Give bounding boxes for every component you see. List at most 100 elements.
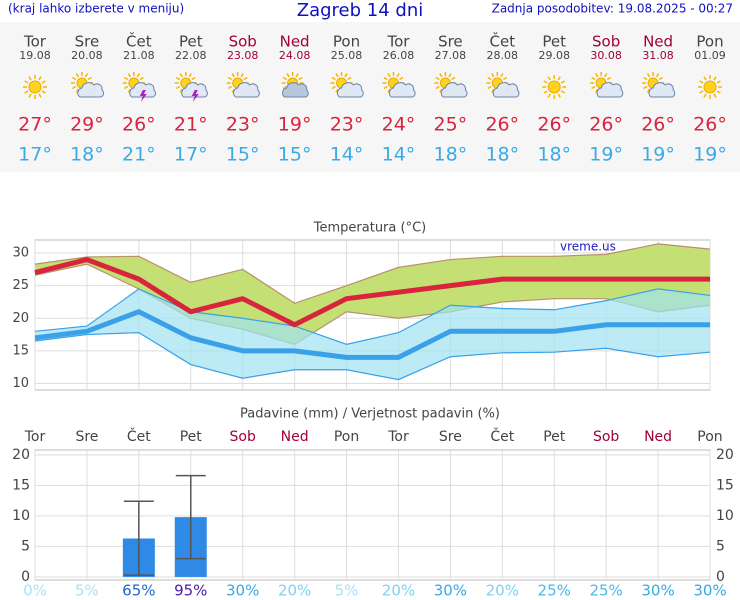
cloud [282, 82, 309, 98]
forecast-panel [0, 22, 740, 172]
sun-ray [703, 93, 707, 98]
sun-ray [231, 88, 235, 93]
cloud [492, 82, 520, 98]
day-name: Tor [23, 33, 47, 51]
sun-ray [435, 85, 440, 90]
sun-ray [123, 76, 129, 81]
weather-icon [542, 75, 567, 99]
x-tick-label: Sob [593, 429, 619, 445]
probability-label: 20% [382, 582, 415, 600]
min-temp: 19° [641, 144, 675, 166]
day-name: Tor [386, 33, 410, 51]
day-date: 28.08 [487, 49, 519, 62]
sun-ray [703, 76, 707, 81]
sun-ray [136, 73, 140, 78]
y-tick-label: 0 [21, 569, 30, 585]
sun-ray [227, 76, 233, 81]
probability-label: 0% [23, 582, 47, 600]
day-name: Pon [696, 33, 723, 51]
sun-ray [179, 73, 183, 78]
y-tick-label: 30 [12, 246, 29, 261]
day-name: Pon [333, 33, 360, 51]
sun-ray [439, 88, 443, 93]
x-tick-label: Tor [387, 429, 409, 445]
menu-note[interactable]: (kraj lahko izberete v meniju) [8, 2, 184, 16]
sun-ray [716, 90, 721, 94]
sun-ray [396, 73, 400, 78]
sun-ray [716, 80, 721, 84]
y-tick-label: 5 [21, 538, 30, 554]
sun-disc [28, 80, 42, 94]
x-tick-label: Sre [75, 429, 98, 445]
x-tick-label: Pet [180, 429, 203, 445]
sun-ray [123, 85, 129, 90]
y2-tick-label: 10 [716, 508, 734, 524]
max-temp: 26° [122, 114, 156, 136]
day-date: 01.09 [694, 49, 726, 62]
sun-ray [188, 73, 192, 78]
cloud [596, 82, 624, 98]
day-name: Čet [490, 32, 516, 51]
sun-ray [282, 85, 287, 90]
sun-ray [179, 88, 183, 93]
sun-ray [87, 76, 92, 81]
y-tick-label: 15 [12, 343, 29, 358]
temp-line [34, 309, 710, 360]
day-date: 29.08 [538, 49, 570, 62]
sun-ray [383, 76, 388, 81]
sun-ray [286, 73, 290, 78]
sun-ray [699, 80, 704, 84]
cloud [388, 82, 416, 98]
sun-ray [491, 73, 495, 78]
max-temp: 21° [174, 114, 208, 136]
sun-ray [24, 80, 29, 84]
cloud [181, 82, 208, 98]
day-name: Ned [280, 33, 310, 51]
max-temp: 26° [693, 114, 727, 136]
cloud [77, 82, 105, 98]
weather-icon [70, 72, 105, 98]
min-temp: 14° [330, 144, 364, 166]
band-edge [34, 288, 711, 345]
cloud [440, 82, 468, 98]
sun-ray [557, 76, 561, 81]
weather-icon [174, 72, 208, 102]
day-date: 25.08 [331, 49, 363, 62]
sun-ray [557, 93, 561, 98]
min-temp: 17° [174, 144, 208, 166]
sun-ray [41, 80, 46, 84]
day-name: Ned [643, 33, 673, 51]
y-tick-label: 20 [12, 311, 29, 326]
sun-ray [383, 85, 388, 90]
weather-icon [642, 72, 676, 98]
day-date: 31.08 [642, 49, 674, 62]
day-date: 20.08 [71, 49, 103, 62]
min-temp: 18° [485, 144, 519, 166]
day-date: 22.08 [175, 49, 207, 62]
sun-ray [175, 76, 181, 81]
probability-label: 30% [641, 582, 674, 600]
sun-ray [595, 88, 599, 93]
weather-icon [590, 72, 624, 98]
range-band [35, 288, 710, 380]
sun-ray [646, 88, 651, 93]
probability-label: 5% [75, 582, 99, 600]
y2-tick-label: 15 [716, 477, 734, 493]
sun-ray [38, 76, 42, 81]
max-temp: 26° [537, 114, 571, 136]
sun-ray [191, 76, 196, 81]
page-title: Zagreb 14 dni [297, 0, 423, 21]
sun-ray [75, 88, 80, 93]
sun-ray [435, 76, 440, 81]
sun-ray [28, 93, 32, 98]
x-tick-label: Tor [24, 429, 46, 445]
probability-label: 65% [122, 582, 155, 600]
x-tick-label: Pon [334, 429, 359, 445]
y-tick-label: 10 [12, 376, 29, 391]
sun-ray [560, 80, 565, 84]
day-name: Pet [179, 33, 203, 51]
sun-ray [491, 88, 495, 93]
day-name: Sob [592, 33, 620, 51]
probability-label: 20% [278, 582, 311, 600]
max-temp: 23° [330, 114, 364, 136]
